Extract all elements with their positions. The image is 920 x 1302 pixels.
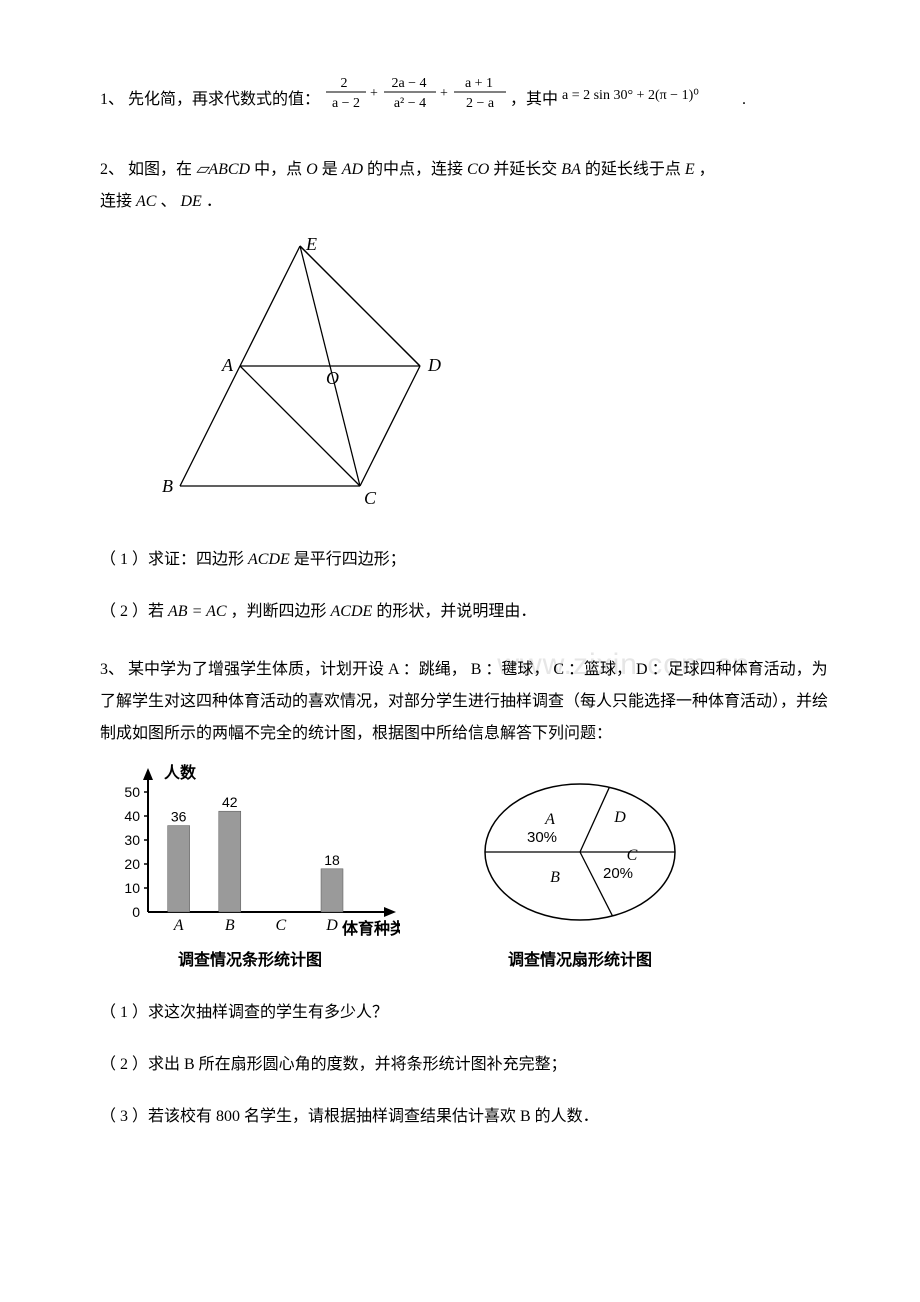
p3-label: 3、 xyxy=(100,661,124,678)
p2-label: 2、 xyxy=(100,161,124,178)
p3-body: 某中学为了增强学生体质，计划开设 A ：跳绳， B ：毽球， C ：篮球， D … xyxy=(100,661,828,742)
svg-text:40: 40 xyxy=(124,808,140,824)
svg-text:50: 50 xyxy=(124,784,140,800)
p2-ACDE-1: ACDE xyxy=(248,551,290,568)
bar-chart-caption: 调查情况条形统计图 xyxy=(178,946,322,976)
p1-formula-rhs: a = 2 sin 30° + 2(π − 1)⁰ xyxy=(562,82,742,118)
p2-parallelogram: ▱ABCD xyxy=(196,161,250,178)
svg-text:2 − a: 2 − a xyxy=(466,96,495,111)
p1-prefix: 先化简，再求代数式的值： xyxy=(124,91,324,108)
svg-text:O: O xyxy=(326,368,339,388)
svg-text:A: A xyxy=(221,355,234,375)
p2-l1-prefix: 如图，在 xyxy=(124,161,196,178)
p2-E: E xyxy=(685,161,695,178)
svg-text:20: 20 xyxy=(124,856,140,872)
svg-text:a + 1: a + 1 xyxy=(465,76,493,91)
p2-ACDE-2: ACDE xyxy=(331,603,373,620)
svg-text:C: C xyxy=(276,917,287,934)
p2-l2-sep: 、 xyxy=(156,193,180,210)
problem-3-sub2: （ 2 ）求出 B 所在扇形圆心角的度数，并将条形统计图补充完整； xyxy=(100,1049,830,1081)
p2-l1-m3: 的中点，连接 xyxy=(363,161,467,178)
svg-text:2a − 4: 2a − 4 xyxy=(391,76,426,91)
p2-BA: BA xyxy=(561,161,581,178)
p2-ABAC: AB = AC xyxy=(168,603,227,620)
svg-text:C: C xyxy=(627,847,638,864)
problem-2-line2: 连接 AC 、 DE ． xyxy=(100,186,830,218)
pie-chart: A30% D C20% B xyxy=(460,762,700,942)
svg-text:D: D xyxy=(613,809,626,826)
p1-formula-lhs: 2 a − 2 + 2a − 4 a² − 4 + a + 1 2 − a xyxy=(324,72,510,128)
problem-1: 1、 先化简，再求代数式的值： 2 a − 2 + 2a − 4 a² − 4 … xyxy=(100,72,830,128)
svg-text:2: 2 xyxy=(341,76,348,91)
svg-text:0: 0 xyxy=(132,904,140,920)
svg-text:人数: 人数 xyxy=(164,763,197,782)
problem-2-sub2: （ 2 ）若 AB = AC ，判断四边形 ACDE 的形状，并说明理由． xyxy=(100,596,830,628)
bar-chart-block: 0 10 20 30 40 50 人数体育种类 36 A 42 B C 18 D 调查情况条形统计图 xyxy=(100,762,400,976)
problem-2: 2、 如图，在 ▱ABCD 中，点 O 是 AD 的中点，连接 CO 并延长交 … xyxy=(100,154,830,628)
svg-text:体育种类: 体育种类 xyxy=(342,919,400,938)
p2-sub1-end: 是平行四边形； xyxy=(290,551,406,568)
svg-text:A: A xyxy=(544,811,555,828)
p2-DE: DE xyxy=(180,193,201,210)
svg-text:10: 10 xyxy=(124,880,140,896)
p2-l1-m5: 的延长线于点 xyxy=(581,161,685,178)
svg-text:E: E xyxy=(305,236,317,254)
p2-CO: CO xyxy=(467,161,489,178)
svg-text:30%: 30% xyxy=(527,829,557,846)
svg-text:30: 30 xyxy=(124,832,140,848)
p2-AC: AC xyxy=(136,193,156,210)
problem-1-text: 1、 先化简，再求代数式的值： 2 a − 2 + 2a − 4 a² − 4 … xyxy=(100,91,746,108)
p1-end: . xyxy=(742,91,746,108)
svg-text:18: 18 xyxy=(324,852,340,868)
svg-text:B: B xyxy=(225,917,235,934)
p2-O: O xyxy=(306,161,318,178)
pie-chart-block: A30% D C20% B 调查情况扇形统计图 xyxy=(460,762,700,976)
svg-text:36: 36 xyxy=(171,809,187,825)
p2-sub2-label: （ 2 ）若 xyxy=(100,603,168,620)
svg-text:a − 2: a − 2 xyxy=(332,96,360,111)
p1-label: 1、 xyxy=(100,91,124,108)
p2-sub2-end: 的形状，并说明理由． xyxy=(372,603,536,620)
svg-text:a² − 4: a² − 4 xyxy=(394,96,426,111)
p2-l1-m2: 是 xyxy=(318,161,342,178)
p2-l1-end: ， xyxy=(695,161,715,178)
p2-sub2-mid: ，判断四边形 xyxy=(227,603,331,620)
p2-l1-m1: 中，点 xyxy=(250,161,306,178)
p2-sub1-label: （ 1 ）求证：四边形 xyxy=(100,551,248,568)
p2-l2-end: ． xyxy=(202,193,222,210)
svg-text:B: B xyxy=(550,869,560,886)
svg-text:C: C xyxy=(364,488,377,508)
svg-text:a = 2 sin 30° + 2(π − 1)⁰: a = 2 sin 30° + 2(π − 1)⁰ xyxy=(562,88,699,103)
svg-text:42: 42 xyxy=(222,795,238,811)
p1-mid: ，其中 xyxy=(510,91,562,108)
problem-3-sub1: （ 1 ）求这次抽样调查的学生有多少人？ xyxy=(100,997,830,1029)
p2-AD: AD xyxy=(342,161,363,178)
charts-row: 01020304050人数体育种类36A42BC18D 调查情况条形统计图 A3… xyxy=(100,762,830,976)
svg-text:B: B xyxy=(162,476,173,496)
pie-chart-caption: 调查情况扇形统计图 xyxy=(508,946,652,976)
svg-text:D: D xyxy=(325,917,338,934)
problem-3-sub3: （ 3 ）若该校有 800 名学生，请根据抽样调查结果估计喜欢 B 的人数． xyxy=(100,1101,830,1133)
svg-text:+: + xyxy=(440,86,448,101)
problem-3: 3、 某中学为了增强学生体质，计划开设 A ：跳绳， B ：毽球， C ：篮球，… xyxy=(100,654,830,1132)
svg-text:A: A xyxy=(173,917,184,934)
triangle-diagram: E A D B C O xyxy=(100,236,830,522)
problem-2-sub1: （ 1 ）求证：四边形 ACDE 是平行四边形； xyxy=(100,544,830,576)
page-content: 1、 先化简，再求代数式的值： 2 a − 2 + 2a − 4 a² − 4 … xyxy=(100,72,830,1133)
svg-text:D: D xyxy=(427,355,441,375)
svg-text:+: + xyxy=(370,86,378,101)
svg-text:20%: 20% xyxy=(603,865,633,882)
problem-2-line1: 2、 如图，在 ▱ABCD 中，点 O 是 AD 的中点，连接 CO 并延长交 … xyxy=(100,154,830,186)
problem-3-text: 3、 某中学为了增强学生体质，计划开设 A ：跳绳， B ：毽球， C ：篮球，… xyxy=(100,654,830,750)
p2-l2-prefix: 连接 xyxy=(100,193,136,210)
p2-l1-m4: 并延长交 xyxy=(489,161,561,178)
bar-chart: 0 10 20 30 40 50 人数体育种类 36 A 42 B C 18 D xyxy=(100,762,400,942)
